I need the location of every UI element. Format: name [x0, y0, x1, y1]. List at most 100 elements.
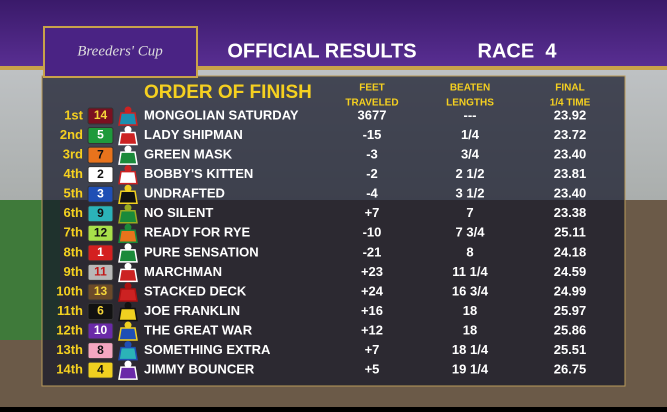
- horse-name: NO SILENT: [144, 205, 213, 220]
- saddle-cloth: [87, 127, 114, 145]
- saddle-cloth: [87, 166, 114, 184]
- silks-body: [118, 288, 138, 302]
- saddle-cloth: [87, 322, 114, 340]
- program-number: 11: [94, 265, 107, 279]
- program-number: 9: [97, 206, 104, 220]
- horse-name: GREEN MASK: [144, 147, 233, 162]
- place: 8th: [64, 244, 84, 259]
- column-header: FEET: [359, 83, 385, 94]
- program-number: 6: [97, 304, 104, 318]
- horse-name: JIMMY BOUNCER: [144, 362, 255, 377]
- time: 25.51: [554, 342, 587, 357]
- silks-body: [118, 131, 138, 146]
- place: 12th: [56, 322, 83, 337]
- column-header: LENGTHS: [446, 98, 494, 109]
- time: 24.18: [554, 244, 587, 259]
- saddle-cloth: [87, 361, 114, 379]
- feet: -4: [366, 186, 378, 201]
- title: OFFICIAL RESULTS: [227, 40, 416, 62]
- program-number: 1: [97, 245, 104, 259]
- feet: -15: [363, 127, 382, 142]
- horse-name: PURE SENSATION: [144, 244, 259, 259]
- silks-cap: [124, 223, 132, 231]
- time: 26.75: [554, 362, 587, 377]
- feet: +24: [361, 283, 384, 298]
- time: 24.59: [554, 264, 587, 279]
- time: 25.97: [554, 303, 587, 318]
- silks-body: [118, 346, 138, 361]
- saddle-cloth: [87, 283, 114, 301]
- silks-cap: [124, 204, 132, 212]
- beaten: 1/4: [461, 127, 480, 142]
- time: 23.40: [554, 147, 587, 162]
- logo-box: [43, 26, 198, 78]
- column-header: BEATEN: [450, 83, 490, 94]
- column-header: FINAL: [555, 83, 584, 94]
- column-header: TRAVELED: [345, 98, 398, 109]
- saddle-cloth: [87, 107, 114, 125]
- silks-body: [118, 366, 138, 380]
- silks-body: [118, 170, 138, 185]
- time: 25.86: [554, 322, 587, 337]
- silks-cap: [124, 165, 132, 173]
- program-number: 13: [94, 284, 108, 298]
- silks-cap: [124, 262, 132, 270]
- horse-name: READY FOR RYE: [144, 225, 251, 240]
- silks-cap: [124, 302, 132, 309]
- feet: -2: [366, 166, 378, 181]
- saddle-cloth: [87, 263, 114, 281]
- feet: -21: [363, 244, 382, 259]
- program-number: 10: [94, 323, 108, 337]
- time: 24.99: [554, 283, 587, 298]
- time: 23.40: [554, 186, 587, 201]
- silks-body: [118, 327, 138, 341]
- silks-cap: [124, 360, 132, 368]
- feet: +7: [365, 342, 380, 357]
- program-number: 14: [94, 108, 108, 122]
- feet: +16: [361, 303, 383, 318]
- silks-body: [118, 112, 138, 126]
- beaten: 2 1/2: [456, 166, 485, 181]
- place: 9th: [64, 264, 84, 279]
- table: FEET TRAVELED BEATEN LENGTHS FINAL 1/4 TIME 1s…: [56, 83, 591, 380]
- horse-name: STACKED DECK: [144, 283, 247, 298]
- silks-cap: [124, 184, 132, 192]
- silks-cap: [124, 106, 132, 114]
- saddle-cloth: [87, 224, 114, 242]
- beaten: 7: [466, 205, 473, 220]
- beaten: 3/4: [461, 147, 480, 162]
- silks-body: [118, 229, 138, 244]
- place: 2nd: [60, 127, 83, 142]
- feet: -10: [363, 225, 382, 240]
- beaten: 16 3/4: [452, 283, 489, 298]
- place: 1st: [64, 107, 83, 122]
- top-bar-trim: [0, 66, 667, 70]
- column-header: 1/4 TIME: [550, 98, 591, 109]
- place: 11th: [57, 303, 83, 318]
- horse-name: JOE FRANKLIN: [144, 303, 240, 318]
- horse-name: UNDRAFTED: [144, 186, 225, 201]
- saddle-cloth: [87, 185, 114, 203]
- feet: +12: [361, 322, 383, 337]
- saddle-cloth: [87, 205, 114, 223]
- horse-name: MONGOLIAN SATURDAY: [144, 107, 299, 122]
- program-number: 7: [97, 147, 104, 161]
- place: 14th: [56, 362, 83, 377]
- silks-body: [118, 151, 138, 165]
- horse-name: MARCHMAN: [144, 264, 222, 279]
- saddle-cloth: [87, 342, 114, 360]
- program-number: 12: [94, 225, 108, 239]
- race: RACE 4: [478, 40, 558, 62]
- time: 23.38: [554, 205, 587, 220]
- program-number: 2: [97, 167, 104, 181]
- time: 25.11: [554, 225, 586, 240]
- time: 23.81: [554, 166, 587, 181]
- program-number: 4: [97, 362, 104, 376]
- silks-body: [118, 190, 138, 204]
- silks-body: [118, 210, 138, 224]
- beaten: 18: [463, 303, 477, 318]
- beaten: 8: [466, 244, 473, 259]
- silks-cap: [124, 243, 132, 251]
- place: 7th: [64, 225, 84, 240]
- place: 5th: [64, 186, 84, 201]
